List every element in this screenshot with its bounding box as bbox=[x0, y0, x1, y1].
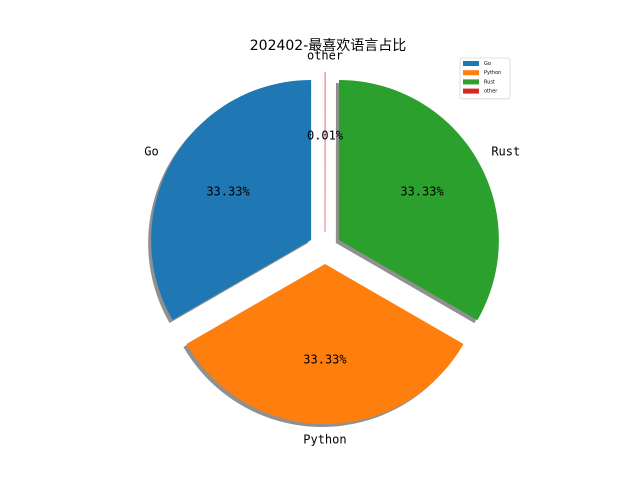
chart-title: 202402-最喜欢语言占比 bbox=[250, 38, 407, 54]
slice-labels: Go Python Rust other bbox=[144, 49, 520, 447]
percent-labels: 33.33% 33.33% 33.33% 0.01% bbox=[206, 129, 444, 367]
legend-label-go: Go bbox=[484, 61, 491, 67]
legend-label-rust: Rust bbox=[484, 79, 495, 85]
percent-label-rust: 33.33% bbox=[400, 185, 444, 199]
slice-label-rust: Rust bbox=[491, 145, 520, 159]
percent-label-go: 33.33% bbox=[206, 184, 250, 198]
slice-label-go: Go bbox=[144, 144, 158, 158]
percent-label-python: 33.33% bbox=[303, 353, 347, 367]
legend-swatch-go bbox=[463, 61, 479, 66]
slice-python bbox=[186, 264, 464, 424]
percent-label-other: 0.01% bbox=[307, 129, 344, 143]
legend-label-other: other bbox=[484, 89, 498, 95]
slice-label-python: Python bbox=[303, 433, 346, 447]
legend-swatch-python bbox=[463, 70, 479, 76]
legend: Go Python Rust other bbox=[459, 57, 511, 100]
pie-slices bbox=[151, 71, 499, 424]
legend-swatch-rust bbox=[463, 79, 479, 85]
legend-swatch-other bbox=[463, 88, 479, 94]
slice-label-other: other bbox=[307, 49, 343, 63]
slice-rust bbox=[338, 80, 499, 321]
legend-label-python: Python bbox=[484, 70, 501, 76]
slice-go bbox=[151, 79, 312, 320]
